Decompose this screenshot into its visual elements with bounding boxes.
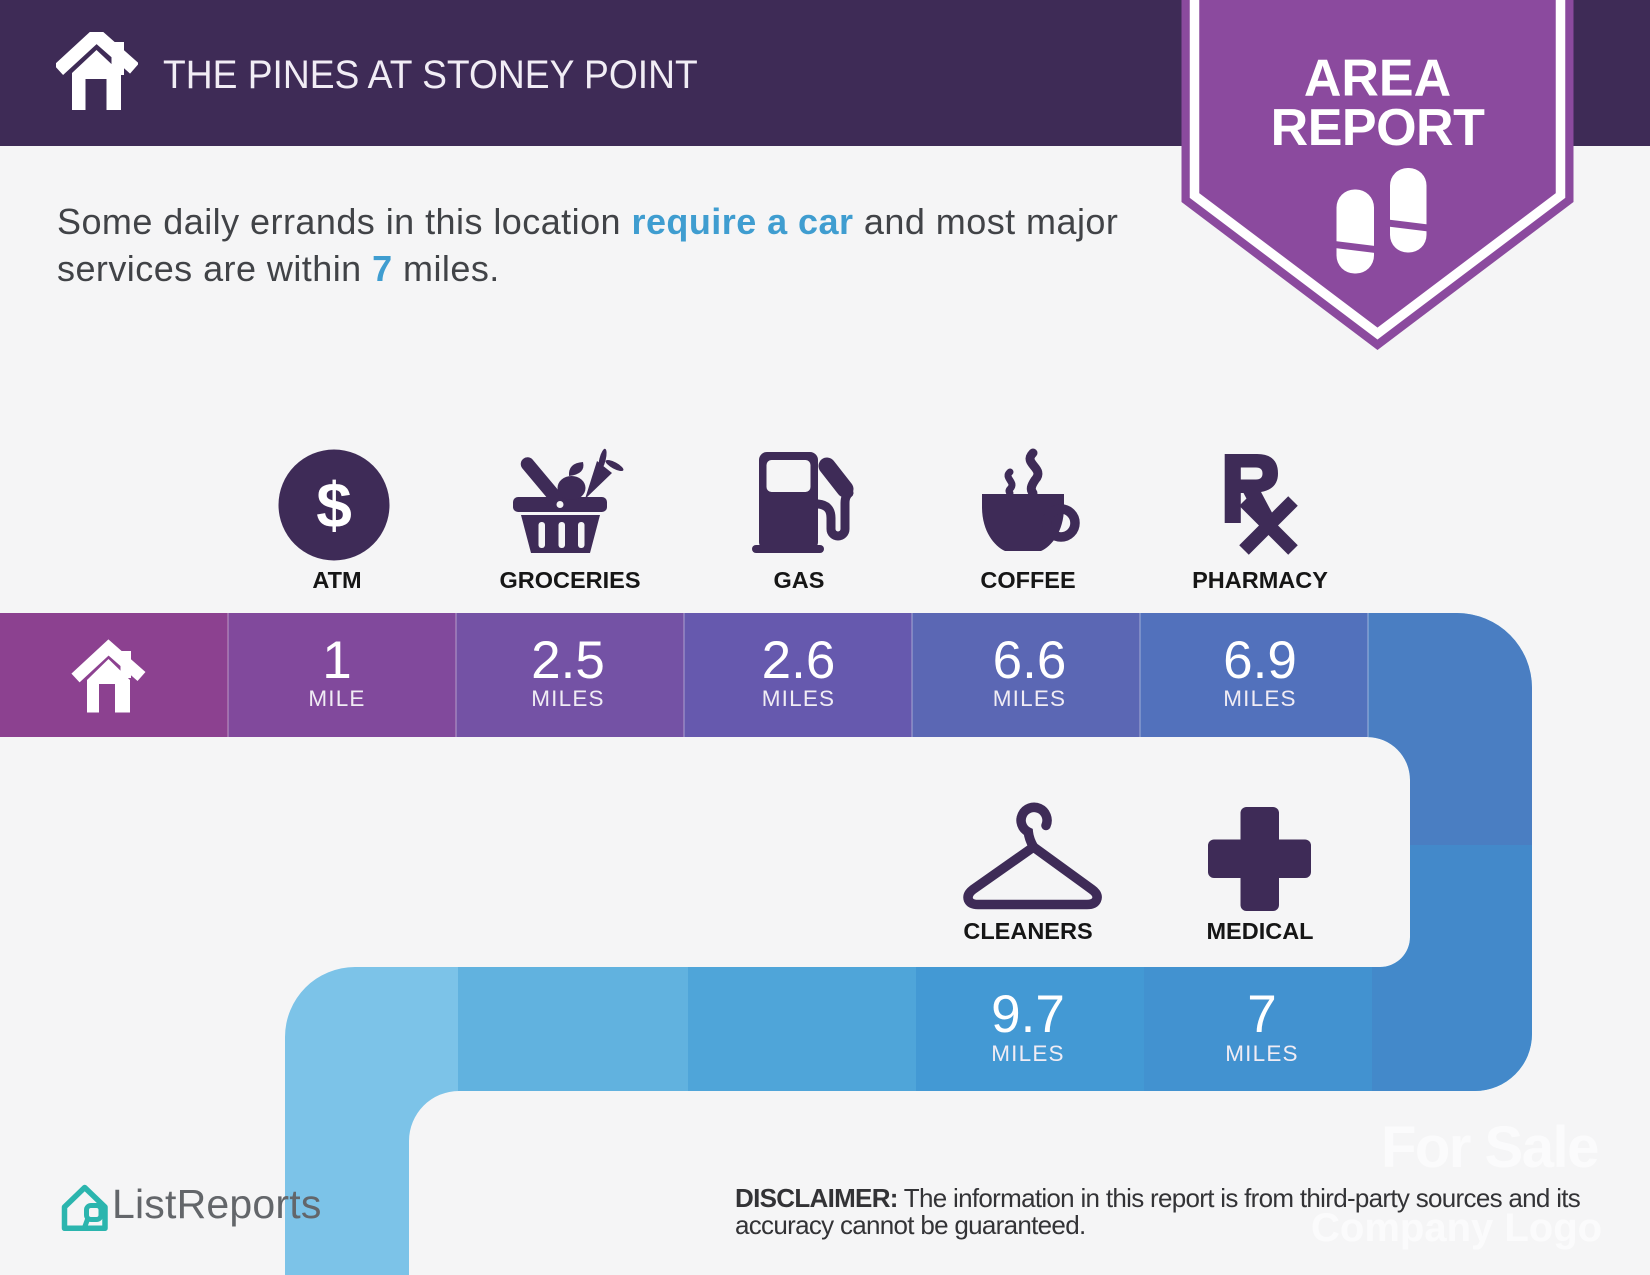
svg-text:REPORT: REPORT bbox=[1271, 99, 1485, 157]
svg-text:AREA: AREA bbox=[1304, 50, 1451, 108]
svg-text:$: $ bbox=[316, 469, 352, 541]
